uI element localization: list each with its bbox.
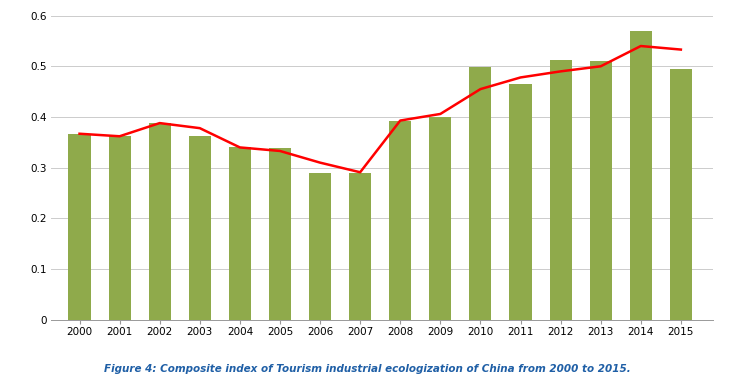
Bar xyxy=(148,123,171,320)
Bar xyxy=(589,61,612,320)
Bar xyxy=(670,69,692,320)
Bar xyxy=(229,147,251,320)
Bar xyxy=(349,173,371,320)
Bar xyxy=(630,31,652,320)
Bar xyxy=(189,136,211,320)
Bar xyxy=(509,84,531,320)
Bar xyxy=(550,60,572,320)
Text: Figure 4: Composite index of Tourism industrial ecologization of China from 2000: Figure 4: Composite index of Tourism ind… xyxy=(104,364,631,374)
Bar xyxy=(68,134,90,320)
Bar xyxy=(429,117,451,320)
Bar xyxy=(470,67,492,320)
Bar xyxy=(109,136,131,320)
Bar xyxy=(309,173,331,320)
Bar xyxy=(269,149,291,320)
Bar xyxy=(390,121,412,320)
